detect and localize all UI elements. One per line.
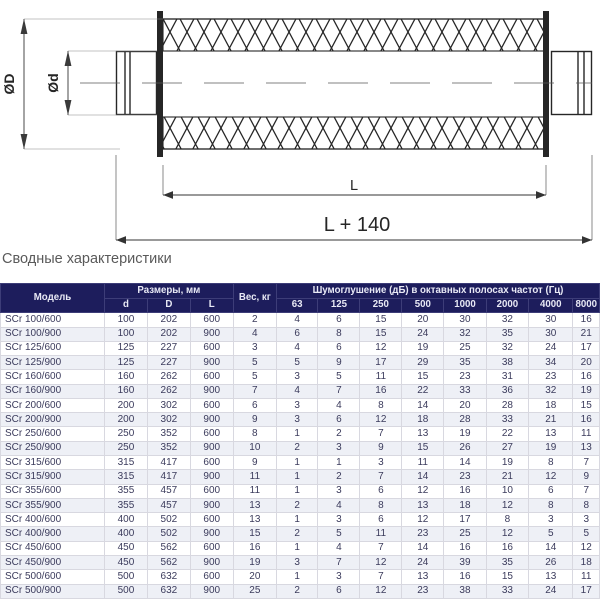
svg-text:ØD: ØD [1,74,17,95]
svg-text:Ød: Ød [45,73,61,92]
svg-text:L: L [350,178,358,194]
svg-text:L + 140: L + 140 [324,214,391,236]
